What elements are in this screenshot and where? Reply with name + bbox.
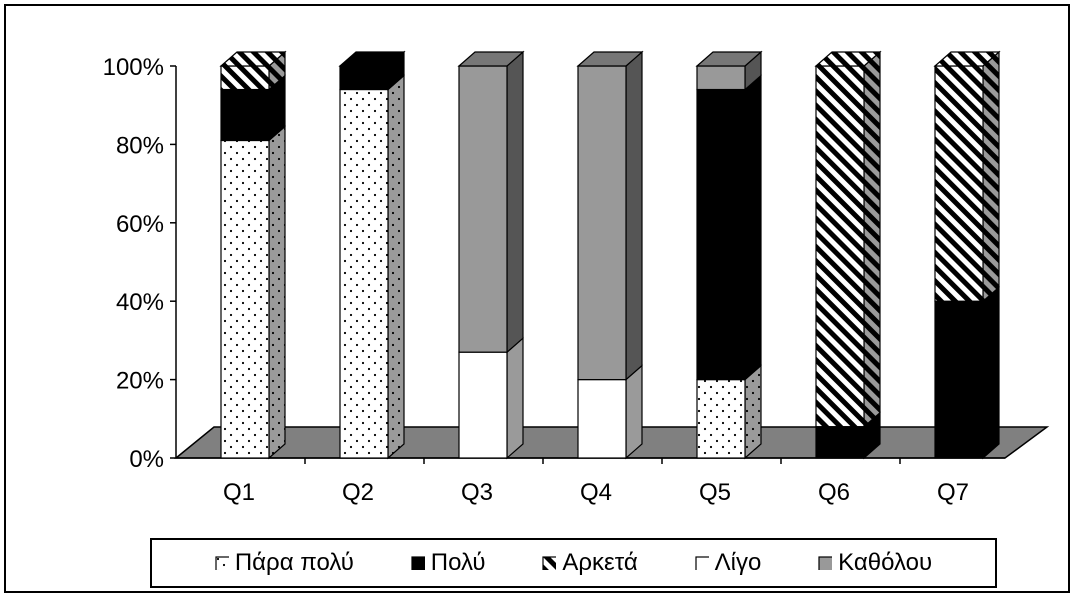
bar-q4-segment-4 bbox=[577, 65, 627, 381]
bar-q1-segment-0 bbox=[220, 139, 270, 459]
y-tick-label: 40% bbox=[116, 289, 164, 316]
bar-q7-segment-2-side bbox=[982, 50, 1000, 303]
x-tick-label: Q4 bbox=[580, 479, 612, 506]
legend-swatch bbox=[215, 556, 229, 570]
legend-swatch bbox=[694, 556, 709, 570]
x-tick-label: Q5 bbox=[699, 479, 731, 506]
x-tick-label: Q6 bbox=[818, 479, 850, 506]
bar-q5-segment-1 bbox=[696, 88, 746, 381]
bar-q3-segment-4-side bbox=[506, 50, 524, 354]
legend-item: Πολύ bbox=[411, 549, 486, 577]
bar-q1-segment-2 bbox=[220, 65, 270, 91]
bar-q2-segment-1 bbox=[339, 65, 389, 91]
legend-label: Πολύ bbox=[430, 549, 486, 576]
bar-q3-segment-4-top bbox=[457, 51, 525, 67]
bar-q3-segment-3 bbox=[458, 351, 508, 459]
legend-item: Καθόλου bbox=[818, 549, 932, 577]
legend-item: Λίγο bbox=[694, 549, 762, 577]
bar-q2-segment-0-side bbox=[387, 74, 405, 460]
bar-q6-segment-2-top bbox=[814, 51, 882, 67]
y-tick-label: 100% bbox=[103, 54, 164, 81]
bar-q6-segment-2-side bbox=[863, 50, 881, 428]
bar-q1-segment-2-top bbox=[219, 51, 287, 67]
bar-q2-segment-1-top bbox=[338, 51, 406, 67]
bar-q5-segment-0 bbox=[696, 379, 746, 459]
legend-item: Αρκετά bbox=[542, 549, 638, 577]
bar-q6-segment-2 bbox=[815, 65, 865, 428]
bar-q1-segment-0-side bbox=[268, 125, 286, 460]
y-tick-label: 80% bbox=[116, 132, 164, 159]
legend-item: Πάρα πολύ bbox=[215, 549, 354, 577]
x-tick-label: Q7 bbox=[937, 479, 969, 506]
legend-label: Πάρα πολύ bbox=[234, 549, 354, 576]
bar-q3-segment-4 bbox=[458, 65, 508, 353]
y-tick-label: 20% bbox=[116, 368, 164, 395]
chart-frame bbox=[4, 4, 1070, 593]
bar-q7-segment-2 bbox=[934, 65, 984, 302]
y-tick-label: 0% bbox=[129, 446, 164, 473]
bar-q7-segment-1-side bbox=[982, 285, 1000, 460]
bar-q3-segment-3-side bbox=[506, 336, 524, 460]
legend-label: Καθόλου bbox=[838, 549, 933, 576]
bar-q4-segment-3 bbox=[577, 379, 627, 459]
bar-q5-segment-0-side bbox=[744, 364, 762, 460]
x-tick-label: Q3 bbox=[461, 479, 493, 506]
legend-swatch bbox=[411, 556, 425, 570]
legend-swatch bbox=[818, 556, 833, 570]
y-tick-label: 60% bbox=[116, 211, 164, 238]
bar-q4-segment-4-side bbox=[625, 50, 643, 381]
bar-q7-segment-2-top bbox=[933, 51, 1001, 67]
bar-q5-segment-4 bbox=[696, 65, 746, 91]
x-tick-label: Q1 bbox=[223, 479, 255, 506]
legend-label: Αρκετά bbox=[562, 549, 638, 576]
legend-swatch bbox=[542, 556, 557, 570]
legend: Πάρα πολύ Πολύ Αρκετά Λίγο Καθόλου bbox=[150, 538, 997, 588]
x-tick-label: Q2 bbox=[342, 479, 374, 506]
bar-q2-segment-0 bbox=[339, 88, 389, 459]
legend-label: Λίγο bbox=[714, 549, 762, 576]
bar-q4-segment-4-top bbox=[576, 51, 644, 67]
bar-q6-segment-1 bbox=[815, 426, 865, 459]
bar-q5-segment-1-side bbox=[744, 74, 762, 381]
bar-q4-segment-3-side bbox=[625, 364, 643, 460]
bar-q7-segment-1 bbox=[934, 300, 984, 459]
bar-q5-segment-4-top bbox=[695, 51, 763, 67]
bar-q1-segment-1 bbox=[220, 88, 270, 142]
